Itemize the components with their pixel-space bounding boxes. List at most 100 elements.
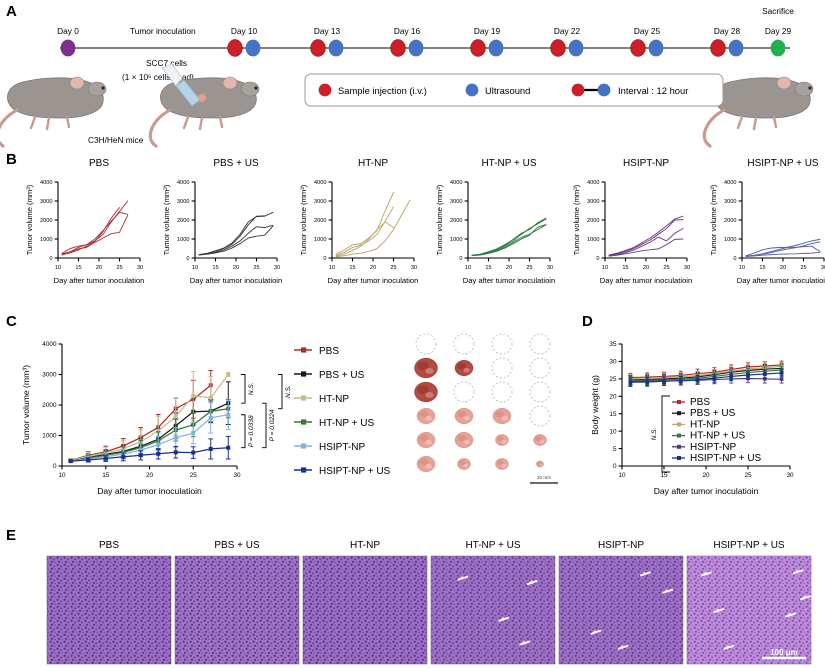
y-tick-label: 4000	[40, 180, 52, 186]
mouse-strain-label: C3H/HeN mice	[88, 135, 144, 145]
panel-d-legend-item[interactable]: HT-NP + US	[672, 431, 745, 442]
panel-b-growth-curve	[335, 192, 394, 255]
panel-c-legend-label: HSIPT-NP	[319, 442, 365, 453]
panel-c-legend-item[interactable]: HSIPT-NP	[294, 442, 365, 453]
panel-b-x-axis-label: Day after tumor inoculation	[54, 276, 145, 285]
panel-d-data-marker	[779, 371, 784, 375]
y-tick-label: 30	[609, 359, 617, 366]
panel-e-svg: PBS PBS + US HT-NP HT-NP + US HSIPT-NP HSIPT-…	[46, 540, 812, 665]
legend-pair-blue-dot-icon	[597, 83, 611, 97]
panel-d-letter: D	[582, 313, 593, 330]
panel-d-data-marker	[662, 379, 666, 384]
y-tick-label: 3000	[724, 199, 736, 205]
panel-d-data-marker	[779, 377, 784, 382]
tumor-photo	[416, 408, 436, 424]
timeline-blue-dot-icon	[648, 39, 664, 57]
panel-d-data-marker	[679, 378, 683, 383]
panel-c-data-marker	[121, 454, 126, 459]
panel-b-growth-curve	[61, 214, 129, 256]
tumor-photo	[533, 434, 547, 446]
tumor-photo	[416, 432, 436, 448]
legend-blue-dot-icon	[465, 83, 479, 97]
panel-d-stat-bracket: N.S.	[651, 395, 670, 473]
y-tick-label: 3000	[40, 199, 52, 205]
panel-b-y-axis-label: Tumor volume (mm³)	[299, 184, 308, 255]
necrosis-arrow-icon	[662, 588, 674, 594]
panel-b-chart-title: HSIPT-NP	[623, 158, 669, 169]
panel-d-legend-item[interactable]: HSIPT-NP + US	[672, 453, 762, 464]
necrosis-arrow-icon	[792, 569, 804, 575]
panel-c-legend-item[interactable]: HT-NP + US	[294, 418, 374, 429]
panel-d-chart: 0 5 10 15 20 25 30 35 10 15 20 25 30 Body weight (g) D…	[588, 330, 824, 510]
panel-b-chart-title: PBS	[89, 158, 109, 169]
legend-interval-label: Interval : 12 hour	[618, 85, 688, 96]
panel-c-legend-item[interactable]: PBS + US	[294, 370, 365, 381]
y-tick-label: 4000	[42, 341, 57, 348]
panel-c-data-marker	[173, 414, 178, 419]
panel-c-data-marker	[208, 395, 213, 400]
y-tick-label: 2000	[42, 402, 57, 409]
histology-image	[430, 555, 556, 665]
panel-c-legend: PBS PBS + US HT-NP HT-NP + US HSIPT-NP HSIPT-…	[290, 340, 410, 485]
y-tick-label: 4000	[587, 180, 599, 186]
tumor-photo	[495, 458, 509, 470]
panel-d-data-marker	[645, 380, 649, 384]
y-tick-label: 4000	[314, 180, 326, 186]
x-tick-label: 30	[547, 265, 553, 271]
tumor-photo	[416, 456, 436, 472]
panel-c-data-marker	[226, 445, 231, 450]
y-tick-label: 2000	[450, 218, 462, 224]
panel-d-legend-item[interactable]: HT-NP	[672, 419, 720, 430]
panel-b-growth-curve	[608, 219, 684, 256]
panel-b-y-axis-label: Tumor volume (mm³)	[709, 184, 718, 255]
panel-b-x-axis-label: Day after tumor inoculatioin	[463, 276, 555, 285]
x-tick-label: 15	[212, 265, 218, 271]
tumor-absent-placeholder	[415, 333, 437, 355]
panel-a-legend-box: Sample injection (i.v.) Ultrasound Inter…	[304, 73, 724, 107]
panel-d-series-line	[630, 367, 782, 381]
y-tick-label: 35	[609, 341, 617, 348]
panel-c-x-axis-label: Day after tumor inoculatioin	[97, 486, 202, 496]
panel-d-y-axis-label: Body weight (g)	[590, 375, 600, 435]
necrosis-arrow-icon	[498, 616, 510, 622]
tumor-photo-grid-svg: 20 mm	[414, 333, 558, 484]
tumor-photo	[454, 408, 474, 424]
panel-c-legend-item[interactable]: HSIPT-NP + US	[294, 466, 391, 477]
necrosis-region	[431, 556, 555, 664]
y-tick-label: 3000	[42, 372, 57, 379]
necrosis-arrow-icon	[713, 608, 725, 614]
timeline-day-label: Day 10	[231, 26, 258, 36]
tumor-absent-placeholder	[529, 333, 551, 355]
panel-c-legend-label: HT-NP	[319, 394, 349, 405]
x-tick-label: 25	[190, 472, 198, 479]
panel-c-legend-label: HT-NP + US	[319, 418, 374, 429]
panel-d-legend-item[interactable]: PBS + US	[672, 408, 736, 419]
timeline-blue-dot-icon	[328, 39, 344, 57]
scc7-cells-label: SCC7 cells	[146, 58, 187, 68]
tumor-photo	[454, 360, 474, 376]
legend-red-dot-icon	[318, 83, 332, 97]
panel-c-data-marker	[173, 450, 178, 455]
panel-d-legend-item[interactable]: PBS	[672, 397, 710, 408]
panel-b-growth-curve	[745, 245, 821, 257]
y-tick-label: 0	[596, 256, 599, 262]
stat-bracket-p-0224: P = 0.0224	[262, 402, 276, 449]
panel-b: PBS 0 1000 2000 3000 4000 10 15 20 25 30 Tumor volu…	[0, 150, 825, 310]
panel-c-data-marker	[173, 435, 178, 440]
mouse-illustration-center	[148, 63, 260, 148]
y-tick-label: 1000	[42, 433, 57, 440]
panel-d-legend-item[interactable]: HSIPT-NP	[672, 442, 736, 453]
x-tick-label: 15	[75, 265, 81, 271]
x-tick-label: 15	[349, 265, 355, 271]
timeline-day-label: Day 16	[394, 26, 421, 36]
y-tick-label: 2000	[177, 218, 189, 224]
panel-c-legend-item[interactable]: PBS	[294, 346, 339, 357]
panel-e-image-label: PBS + US	[214, 540, 260, 551]
stat-bracket-p-0338: P = 0.0338	[241, 414, 255, 449]
panel-c-legend-item[interactable]: HT-NP	[294, 394, 349, 405]
panel-d-legend-label: HSIPT-NP + US	[690, 453, 762, 464]
panel-c-series-line	[70, 414, 229, 462]
tumor-absent-placeholder	[529, 357, 551, 379]
histology-scale-bar-label: 100 μm	[770, 648, 798, 657]
tumor-absent-placeholder	[491, 333, 513, 355]
